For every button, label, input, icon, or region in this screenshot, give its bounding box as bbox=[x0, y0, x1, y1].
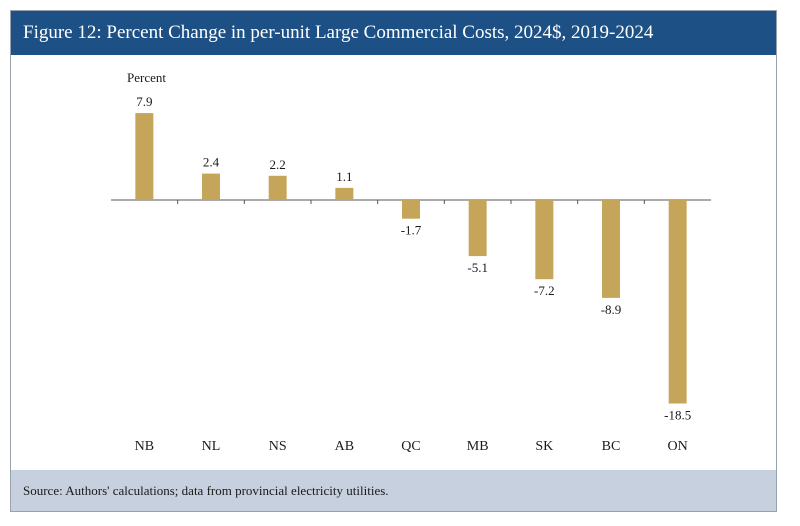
title-bar: Figure 12: Percent Change in per-unit La… bbox=[11, 11, 776, 55]
category-label-ab: AB bbox=[335, 439, 354, 454]
figure-frame: Figure 12: Percent Change in per-unit La… bbox=[10, 10, 777, 512]
source-footer: Source: Authors' calculations; data from… bbox=[11, 470, 776, 511]
data-label-qc: -1.7 bbox=[401, 223, 422, 238]
bar-nb bbox=[135, 113, 154, 200]
data-label-sk: -7.2 bbox=[534, 283, 555, 298]
data-label-bc: -8.9 bbox=[601, 302, 622, 317]
bar-qc bbox=[402, 200, 420, 219]
bar-bc bbox=[602, 200, 620, 298]
category-label-bc: BC bbox=[602, 439, 621, 454]
category-label-sk: SK bbox=[535, 439, 553, 454]
data-label-ns: 2.2 bbox=[270, 157, 286, 172]
category-label-nl: NL bbox=[202, 439, 221, 454]
bar-nl bbox=[202, 173, 220, 200]
source-note: Source: Authors' calculations; data from… bbox=[23, 483, 389, 498]
y-axis-label: Percent bbox=[127, 70, 166, 85]
category-label-mb: MB bbox=[467, 439, 489, 454]
data-label-nb: 7.9 bbox=[136, 94, 152, 109]
category-label-on: ON bbox=[668, 439, 688, 454]
bar-sk bbox=[535, 200, 554, 280]
category-label-ns: NS bbox=[269, 439, 287, 454]
bar-on bbox=[668, 200, 687, 404]
bar-ns bbox=[268, 175, 287, 200]
chart-title: Figure 12: Percent Change in per-unit La… bbox=[23, 22, 654, 43]
bar-ab bbox=[335, 187, 354, 200]
data-label-ab: 1.1 bbox=[336, 169, 352, 184]
plot-area: Percent 7.9 NB 2.4 NL 2.2 NS 1.1 AB -1.7 QC -5.1 MB -… bbox=[11, 55, 776, 470]
bar-chart: Percent 7.9 NB 2.4 NL 2.2 NS 1.1 AB -1.7 QC -5.1 MB -… bbox=[111, 70, 711, 454]
category-label-nb: NB bbox=[135, 439, 154, 454]
data-label-on: -18.5 bbox=[664, 408, 691, 423]
category-label-qc: QC bbox=[401, 439, 420, 454]
data-label-mb: -5.1 bbox=[467, 260, 488, 275]
data-label-nl: 2.4 bbox=[203, 155, 220, 170]
bar-mb bbox=[468, 200, 487, 257]
